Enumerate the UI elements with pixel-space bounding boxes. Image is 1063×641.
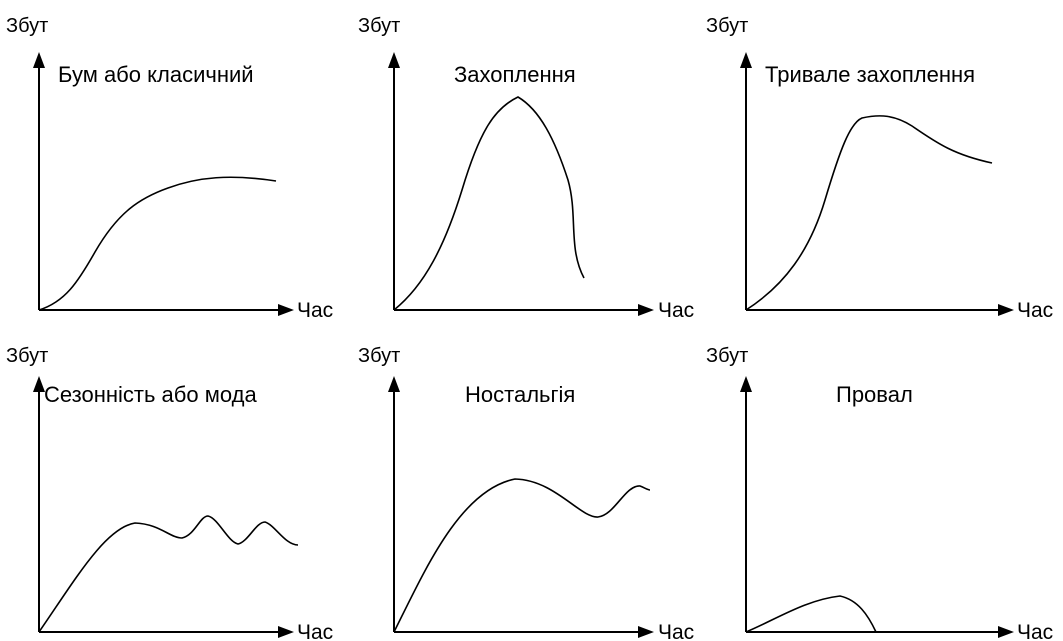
x-axis-label: Час	[658, 299, 694, 322]
y-axis-label: Збут	[706, 345, 748, 367]
x-axis-label: Час	[1017, 299, 1053, 322]
y-axis-arrow	[740, 376, 752, 392]
x-axis-arrow	[638, 626, 654, 638]
y-axis-arrow	[33, 52, 45, 68]
panel-nostalgia: Збут Ностальгія Час	[358, 345, 694, 641]
y-axis-label: Збут	[358, 15, 400, 37]
y-axis-label: Збут	[6, 15, 48, 37]
y-axis-arrow	[388, 376, 400, 392]
sales-curve	[393, 96, 585, 311]
sales-curve	[745, 595, 877, 633]
panel-boom: Збут Бум або класичний Час	[6, 15, 333, 322]
panel-title: Бум або класичний	[58, 62, 254, 87]
y-axis-arrow	[388, 52, 400, 68]
y-axis-arrow	[33, 376, 45, 392]
panel-failure: Збут Провал Час	[706, 345, 1053, 641]
panel-long-fad: Збут Тривале захоплення Час	[706, 15, 1053, 322]
x-axis-label: Час	[1017, 621, 1053, 641]
panel-title: Ностальгія	[465, 382, 575, 407]
sales-curve	[745, 115, 993, 311]
panel-seasonal: Збут Сезонність або мода Час	[6, 345, 333, 641]
x-axis-label: Час	[297, 621, 333, 641]
x-axis-arrow	[278, 626, 294, 638]
y-axis-arrow	[740, 52, 752, 68]
panel-title: Сезонність або мода	[44, 382, 257, 407]
panel-title: Захоплення	[454, 62, 576, 87]
y-axis-label: Збут	[6, 345, 48, 367]
x-axis-label: Час	[658, 621, 694, 641]
panel-fad: Збут Захоплення Час	[358, 15, 694, 322]
y-axis-label: Збут	[358, 345, 400, 367]
sales-curve	[38, 176, 277, 311]
x-axis-arrow	[998, 626, 1014, 638]
y-axis-label: Збут	[706, 15, 748, 37]
x-axis-arrow	[278, 304, 294, 316]
panel-title: Провал	[836, 382, 913, 407]
x-axis-label: Час	[297, 299, 333, 322]
sales-curve	[393, 478, 651, 633]
panel-title: Тривале захоплення	[765, 62, 975, 87]
sales-curve	[38, 515, 299, 633]
x-axis-arrow	[638, 304, 654, 316]
x-axis-arrow	[998, 304, 1014, 316]
